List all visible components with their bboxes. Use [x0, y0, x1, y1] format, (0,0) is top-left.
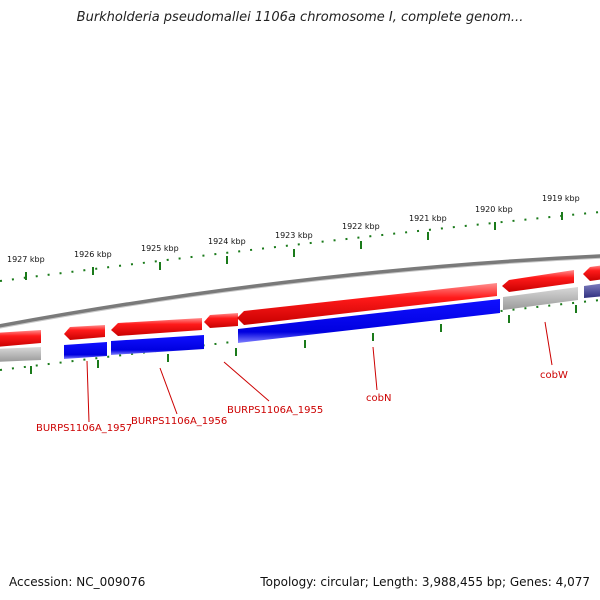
- tick-label: 1920 kbp: [475, 205, 513, 214]
- major-ticks: [25, 212, 577, 374]
- tick-label: 1921 kbp: [409, 214, 447, 223]
- gene-arrow-burps1106a-1957: [64, 325, 105, 340]
- inner-tick-ring: [0, 299, 600, 371]
- forward-strand-genes: [0, 265, 600, 347]
- gene-labels: BURPS1106A_1957 BURPS1106A_1956 BURPS110…: [36, 370, 568, 434]
- cds-burps1106a-1956: [111, 335, 204, 355]
- gene-label: BURPS1106A_1957: [36, 423, 132, 434]
- leader-burps1106a-1957: [86, 360, 90, 423]
- cds-cobN: [238, 299, 500, 343]
- leader-burps1106a-1956: [159, 367, 178, 415]
- gene-arrow-right-edge: [583, 265, 600, 281]
- tick-label: 1922 kbp: [342, 222, 380, 231]
- tick-labels: 1927 kbp 1926 kbp 1925 kbp 1924 kbp 1923 kbp…: [7, 194, 580, 264]
- gene-label: cobN: [366, 393, 391, 404]
- cds-features: [0, 283, 600, 362]
- leader-burps1106a-1955: [223, 361, 270, 402]
- gene-arrow-burps1106a-1955: [204, 313, 238, 328]
- tick-label: 1926 kbp: [74, 250, 112, 259]
- tick-label: 1925 kbp: [141, 244, 179, 253]
- outer-tick-ring: [0, 211, 600, 282]
- chromosome-backbone-highlight: [0, 257, 600, 329]
- tick-label: 1927 kbp: [7, 255, 45, 264]
- gene-arrow-left-edge: [0, 330, 41, 347]
- gene-arrow-burps1106a-1956: [111, 318, 202, 336]
- leader-cobN: [372, 346, 378, 391]
- gene-label: cobW: [540, 370, 568, 381]
- tick-label: 1924 kbp: [208, 237, 246, 246]
- gene-label: BURPS1106A_1955: [227, 405, 323, 416]
- topology-text: Topology: circular; Length: 3,988,455 bp…: [260, 575, 590, 589]
- leader-cobW: [544, 321, 553, 366]
- tick-label: 1919 kbp: [542, 194, 580, 203]
- gene-arrow-cobN: [237, 283, 497, 325]
- map-title: Burkholderia pseudomallei 1106a chromoso…: [76, 10, 524, 25]
- navy-feature-right: [584, 283, 600, 298]
- gene-arrow-cobW: [502, 270, 574, 292]
- gray-feature-left: [0, 347, 41, 362]
- accession-text: Accession: NC_009076: [9, 575, 146, 589]
- cds-burps1106a-1957: [64, 342, 107, 359]
- label-leader-lines: [86, 321, 553, 423]
- gray-feature-cobW: [503, 287, 578, 310]
- gene-label: BURPS1106A_1956: [131, 416, 227, 427]
- tick-label: 1923 kbp: [275, 231, 313, 240]
- chromosome-backbone: [0, 254, 600, 329]
